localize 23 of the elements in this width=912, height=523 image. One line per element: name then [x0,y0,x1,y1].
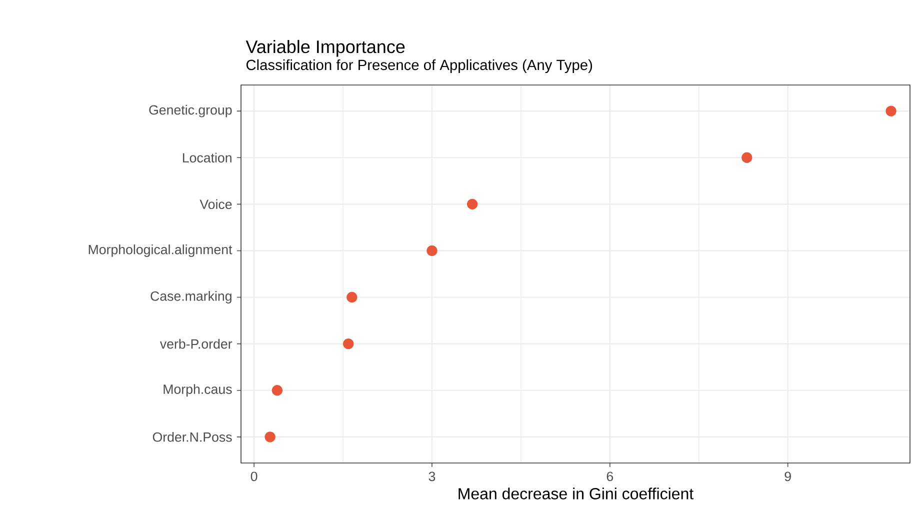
y-tick-label: Location [182,152,232,163]
chart-subtitle: Classification for Presence of Applicatives (Any Type) [246,59,592,74]
x-tick-label: 3 [428,472,436,482]
y-tick-label: Voice [200,199,232,210]
y-tick-label: Order.N.Poss [152,432,232,442]
point [426,245,438,256]
y-tick-label: Morphological.alignment [88,244,232,257]
y-tick-label: verb-P.order [160,338,232,349]
chart-title: Variable Importance [246,40,405,57]
x-tick-label: 9 [784,472,791,482]
x-tick-label: 6 [606,472,614,482]
point [264,432,276,442]
point [466,198,478,210]
point [346,292,358,303]
x-axis-title: Mean decrease in Gini coefficient [458,488,694,500]
y-tick-label: Case.marking [150,291,232,304]
y-tick-label: Genetic.group [149,104,232,118]
point [272,385,283,396]
y-tick-label: Morph.caus [164,384,232,397]
point [343,338,354,350]
point [742,152,752,163]
point [886,106,896,116]
x-tick-label: 0 [250,472,258,482]
